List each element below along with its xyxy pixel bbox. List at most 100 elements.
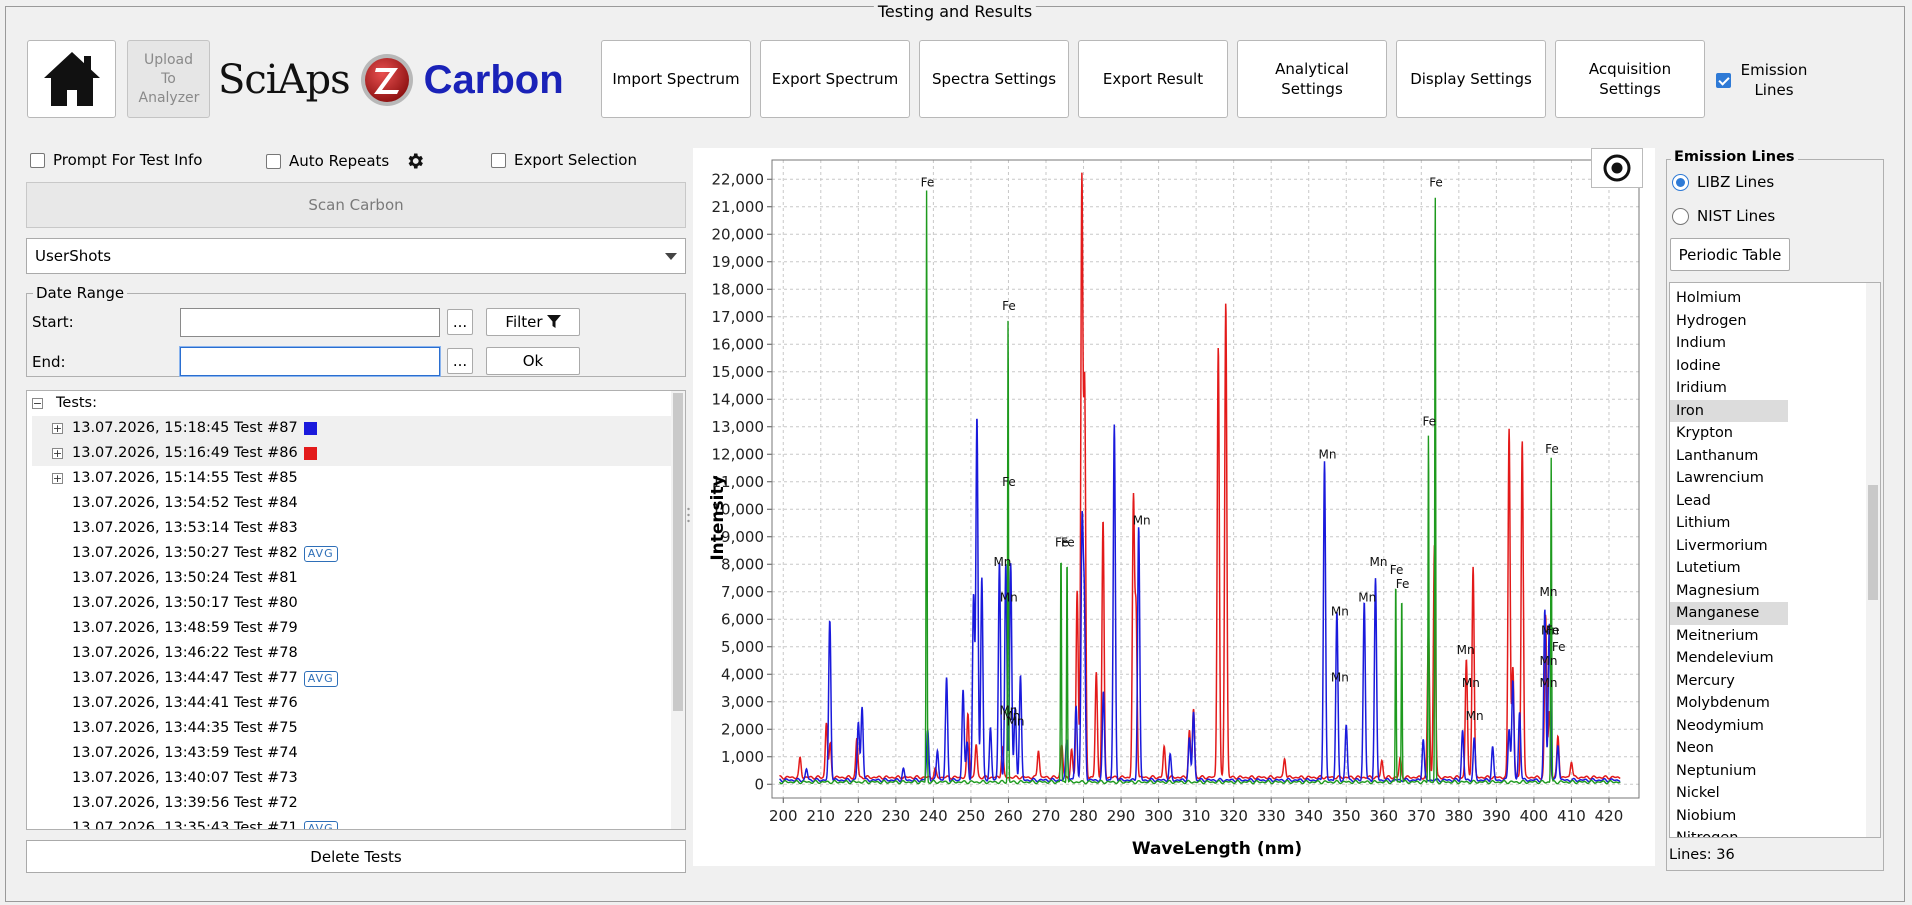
x-tick-label: 330	[1257, 807, 1286, 825]
spectrum-line-blue	[779, 418, 1621, 783]
element-item[interactable]: Iron	[1670, 399, 1788, 422]
element-list[interactable]: Holmium Hydrogen Indium Iodine Iridium Iron Kr…	[1669, 282, 1881, 838]
auto-repeats-option[interactable]: Auto Repeats	[266, 151, 425, 171]
test-row[interactable]: 13.07.2026, 13:44:41 Test #76	[32, 691, 671, 716]
acquisition-settings-button[interactable]: Acquisition Settings	[1555, 40, 1705, 118]
auto-repeats-checkbox[interactable]	[266, 153, 281, 169]
x-tick-label: 360	[1369, 807, 1398, 825]
nist-lines-option[interactable]: NIST Lines	[1672, 207, 1775, 225]
end-date-browse-button[interactable]: ...	[447, 348, 473, 374]
filter-button[interactable]: Filter	[486, 308, 580, 336]
element-item[interactable]: Neon	[1676, 740, 1714, 756]
test-row[interactable]: +13.07.2026, 15:16:49 Test #86	[32, 441, 671, 466]
export-spectrum-button[interactable]: Export Spectrum	[760, 40, 910, 118]
scan-carbon-button[interactable]: Scan Carbon	[26, 182, 686, 228]
export-selection-checkbox[interactable]	[491, 152, 506, 168]
test-row[interactable]: 13.07.2026, 13:46:22 Test #78	[32, 641, 671, 666]
start-date-input[interactable]	[180, 308, 440, 337]
tests-scrollbar-thumb[interactable]	[673, 393, 683, 711]
element-item[interactable]: Nitrogen	[1676, 830, 1739, 838]
export-result-button[interactable]: Export Result	[1078, 40, 1228, 118]
tests-tree[interactable]: − Tests: +13.07.2026, 15:18:45 Test #87 +…	[26, 390, 686, 830]
element-item[interactable]: Lawrencium	[1676, 470, 1764, 486]
emission-lines-checkbox[interactable]	[1716, 72, 1731, 88]
chart-grid	[772, 160, 1639, 798]
line-label: Fe	[1546, 624, 1560, 638]
expand-icon[interactable]: +	[52, 447, 63, 460]
element-list-scrollbar[interactable]	[1866, 283, 1880, 837]
expand-icon[interactable]: +	[52, 472, 63, 485]
splitter-handle[interactable]	[686, 505, 691, 525]
tests-root[interactable]: − Tests:	[32, 391, 671, 416]
element-item[interactable]: Meitnerium	[1676, 627, 1759, 644]
element-item[interactable]: Iodine	[1676, 357, 1721, 374]
periodic-table-button[interactable]: Periodic Table	[1670, 238, 1790, 271]
test-row[interactable]: 13.07.2026, 13:54:52 Test #84	[32, 491, 671, 516]
element-item[interactable]: Hydrogen	[1676, 312, 1747, 329]
element-item[interactable]: Lanthanum	[1676, 447, 1759, 464]
libz-lines-option[interactable]: LIBZ Lines	[1672, 173, 1774, 191]
element-item[interactable]: Mercury	[1676, 672, 1735, 689]
element-item[interactable]: Indium	[1676, 335, 1727, 351]
prompt-test-info-option[interactable]: Prompt For Test Info	[30, 151, 202, 169]
element-item[interactable]: Manganese	[1670, 602, 1788, 625]
element-item[interactable]: Livermorium	[1676, 537, 1768, 554]
test-row[interactable]: 13.07.2026, 13:53:14 Test #83	[32, 516, 671, 541]
display-settings-button[interactable]: Display Settings	[1396, 40, 1546, 118]
acquisition-settings-label: Acquisition Settings	[1588, 60, 1672, 98]
prompt-test-info-checkbox[interactable]	[30, 152, 45, 168]
element-item[interactable]: Lithium	[1676, 515, 1731, 531]
delete-tests-button[interactable]: Delete Tests	[26, 840, 686, 873]
test-row[interactable]: +13.07.2026, 15:18:45 Test #87	[32, 416, 671, 441]
element-item[interactable]: Iridium	[1676, 380, 1727, 396]
end-date-input[interactable]	[180, 347, 440, 376]
element-list-scrollbar-thumb[interactable]	[1868, 485, 1878, 600]
test-row[interactable]: +13.07.2026, 15:14:55 Test #85	[32, 466, 671, 491]
home-button[interactable]	[27, 40, 116, 118]
test-row[interactable]: 13.07.2026, 13:50:24 Test #81	[32, 566, 671, 591]
gear-icon[interactable]	[405, 151, 425, 171]
element-item[interactable]: Lead	[1676, 492, 1711, 509]
collapse-icon[interactable]: −	[32, 397, 43, 410]
test-row[interactable]: 13.07.2026, 13:50:17 Test #80	[32, 591, 671, 616]
element-item[interactable]: Neodymium	[1676, 717, 1764, 734]
test-row[interactable]: 13.07.2026, 13:50:27 Test #82 AVG	[32, 541, 671, 566]
test-row[interactable]: 13.07.2026, 13:40:07 Test #73	[32, 766, 671, 791]
test-row[interactable]: 13.07.2026, 13:44:47 Test #77 AVG	[32, 666, 671, 691]
test-row[interactable]: 13.07.2026, 13:39:56 Test #72	[32, 791, 671, 816]
element-item[interactable]: Lutetium	[1676, 560, 1741, 576]
element-item[interactable]: Nickel	[1676, 785, 1720, 801]
test-row[interactable]: 13.07.2026, 13:43:59 Test #74	[32, 741, 671, 766]
import-spectrum-button[interactable]: Import Spectrum	[601, 40, 751, 118]
tests-scrollbar[interactable]	[671, 391, 685, 829]
element-item[interactable]: Holmium	[1676, 290, 1742, 306]
test-row-label: 13.07.2026, 15:16:49 Test #86	[72, 445, 298, 461]
ok-button[interactable]: Ok	[486, 347, 580, 375]
element-item[interactable]: Krypton	[1676, 425, 1734, 441]
element-item[interactable]: Magnesium	[1676, 582, 1760, 599]
test-row[interactable]: 13.07.2026, 13:44:35 Test #75	[32, 716, 671, 741]
element-item[interactable]: Mendelevium	[1676, 650, 1774, 666]
emission-lines-toggle[interactable]: Emission Lines	[1716, 60, 1809, 100]
export-selection-option[interactable]: Export Selection	[491, 151, 637, 169]
y-tick-label: 11,000	[712, 473, 765, 491]
element-item[interactable]: Molybdenum	[1676, 695, 1770, 711]
y-tick-label: 7,000	[721, 583, 764, 601]
spectrum-chart[interactable]: Fe FeFeFeFeFeFeFeFeFeFeFeMnMnMnMnMnMnMnMn…	[693, 148, 1655, 866]
spectra-settings-button[interactable]: Spectra Settings	[919, 40, 1069, 118]
analytical-settings-button[interactable]: Analytical Settings	[1237, 40, 1387, 118]
snapshot-button[interactable]	[1591, 148, 1643, 188]
x-tick-label: 380	[1445, 807, 1474, 825]
element-item[interactable]: Neptunium	[1676, 762, 1757, 779]
start-date-browse-button[interactable]: ...	[447, 309, 473, 335]
expand-icon[interactable]: +	[52, 422, 63, 435]
test-row-label: 13.07.2026, 13:43:59 Test #74	[72, 745, 298, 761]
folder-select[interactable]: UserShots	[26, 238, 686, 274]
test-row[interactable]: 13.07.2026, 13:48:59 Test #79	[32, 616, 671, 641]
nist-lines-radio[interactable]	[1672, 207, 1689, 225]
test-row[interactable]: 13.07.2026, 13:35:43 Test #71 AVG	[32, 816, 671, 829]
upload-to-analyzer-button[interactable]: Upload To Analyzer	[127, 40, 210, 118]
libz-lines-radio[interactable]	[1672, 173, 1689, 191]
y-tick-label: 8,000	[721, 555, 764, 573]
element-item[interactable]: Niobium	[1676, 807, 1737, 824]
